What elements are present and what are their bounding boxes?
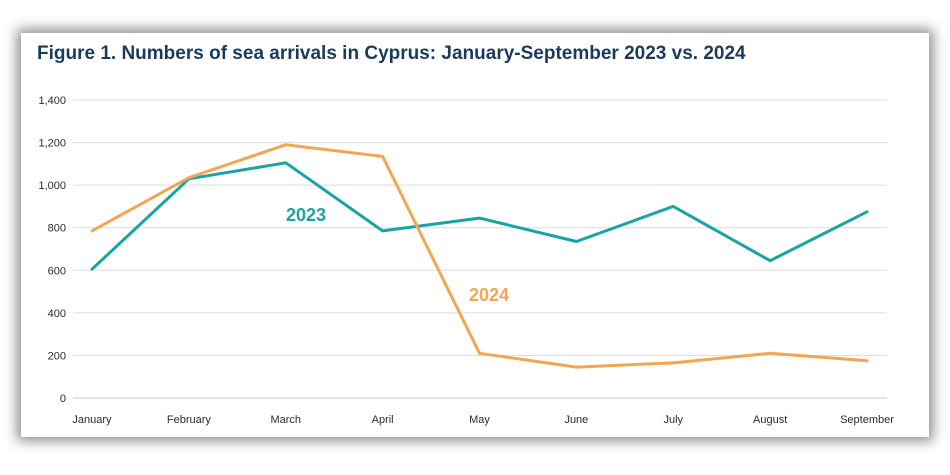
y-tick-label: 800 [48,223,66,235]
y-tick-label: 1,400 [38,95,66,107]
y-tick-label: 400 [48,308,66,320]
series-labels: 2023 2024 [286,205,509,305]
x-tick-label: August [753,414,787,426]
y-axis-ticks: 0 200 400 600 800 1,000 1,200 1,400 [38,95,66,405]
x-tick-label: January [72,414,112,426]
x-tick-label: May [469,414,490,426]
gridlines [73,99,887,399]
x-tick-label: June [564,414,588,426]
x-axis-ticks: January February March April May June July Augu… [72,414,894,426]
x-tick-label: February [167,414,212,426]
series-label-2024: 2024 [469,285,509,305]
x-tick-label: March [270,414,301,426]
series-label-2023: 2023 [286,205,326,225]
series-line-2023 [90,161,869,271]
x-tick-label: September [840,414,894,426]
y-tick-label: 1,000 [38,180,66,192]
y-tick-label: 0 [60,393,66,405]
series-lines [90,143,869,369]
y-tick-label: 200 [48,350,66,362]
x-tick-label: April [372,414,394,426]
x-tick-label: July [663,414,683,426]
series-line-2024 [90,143,869,369]
y-tick-label: 1,200 [38,138,66,150]
y-tick-label: 600 [48,265,66,277]
chart-title: Figure 1. Numbers of sea arrivals in Cyp… [37,43,746,64]
line-chart: 0 200 400 600 800 1,000 1,200 1,400 January Febr… [38,95,894,426]
chart-card: Figure 1. Numbers of sea arrivals in Cyp… [21,33,929,437]
